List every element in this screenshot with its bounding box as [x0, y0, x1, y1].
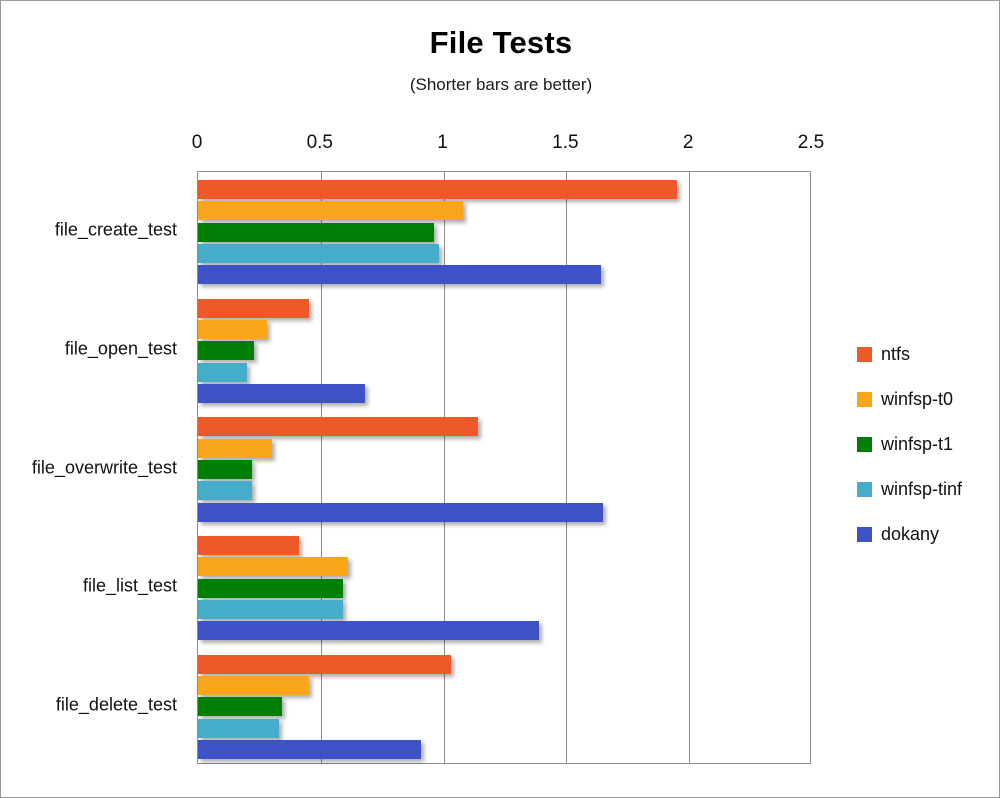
gridline-3 — [566, 172, 567, 763]
bar-winfsp-tinf-file_create_test — [198, 244, 439, 264]
bar-ntfs-file_create_test — [198, 180, 677, 200]
bar-winfsp-tinf-file_list_test — [198, 599, 343, 619]
bar-ntfs-file_open_test — [198, 298, 309, 318]
chart-legend: ntfs winfsp-t0 winfsp-t1 winfsp-tinf dokany — [857, 337, 997, 562]
legend-item-winfsp-t1[interactable]: winfsp-t1 — [857, 427, 997, 461]
bar-dokany-file_open_test — [198, 384, 365, 404]
bar-winfsp-t0-file_overwrite_test — [198, 438, 272, 458]
legend-label-winfsp-t0: winfsp-t0 — [881, 388, 954, 409]
legend-label-winfsp-t1: winfsp-t1 — [881, 433, 954, 454]
legend-label-ntfs: ntfs — [881, 343, 911, 364]
y-axis-label-file_list_test: file_list_test — [82, 575, 177, 596]
bar-series-layer — [198, 172, 810, 763]
bar-winfsp-t1-file_open_test — [198, 341, 255, 361]
bar-dokany-file_create_test — [198, 265, 601, 285]
bar-dokany-file_list_test — [198, 621, 540, 641]
legend-label-winfsp-tinf: winfsp-tinf — [881, 478, 963, 499]
gridline-1 — [321, 172, 322, 763]
bar-winfsp-t1-file_create_test — [198, 222, 434, 242]
bar-winfsp-t1-file_list_test — [198, 578, 343, 598]
gridlines — [198, 172, 810, 763]
legend-label-dokany: dokany — [881, 523, 940, 544]
x-axis-tick-0: 0 — [191, 132, 203, 153]
bar-winfsp-t0-file_list_test — [198, 557, 348, 577]
legend-item-ntfs[interactable]: ntfs — [857, 337, 997, 371]
plot-area — [197, 171, 811, 764]
legend-item-dokany[interactable]: dokany — [857, 517, 997, 551]
bar-winfsp-tinf-file_delete_test — [198, 718, 280, 738]
bar-ntfs-file_list_test — [198, 535, 299, 555]
gridline-4 — [689, 172, 690, 763]
gridline-2 — [444, 172, 445, 763]
bar-ntfs-file_delete_test — [198, 654, 451, 674]
bar-winfsp-t0-file_create_test — [198, 201, 464, 221]
legend-swatch-winfsp-t1 — [857, 436, 872, 452]
x-axis-tick-2: 1 — [437, 132, 448, 153]
y-axis-category-labels: file_create_test file_open_test file_overw… — [1, 171, 191, 764]
legend-item-winfsp-t0[interactable]: winfsp-t0 — [857, 382, 997, 416]
bar-winfsp-tinf-file_open_test — [198, 362, 248, 382]
bar-winfsp-t0-file_open_test — [198, 320, 267, 340]
legend-swatch-winfsp-t0 — [857, 391, 872, 407]
chart-title: File Tests — [429, 25, 573, 60]
bar-winfsp-t1-file_delete_test — [198, 697, 282, 717]
legend-swatch-dokany — [857, 526, 872, 542]
bar-dokany-file_delete_test — [198, 739, 422, 759]
bar-dokany-file_overwrite_test — [198, 502, 604, 522]
legend-swatch-ntfs — [857, 346, 872, 362]
x-axis-tick-1: 0.5 — [306, 132, 334, 153]
bar-ntfs-file_overwrite_test — [198, 417, 478, 437]
legend-item-winfsp-tinf[interactable]: winfsp-tinf — [857, 472, 997, 506]
chart-subtitle: (Shorter bars are better) — [409, 75, 593, 94]
y-axis-label-file_open_test: file_open_test — [64, 338, 177, 359]
x-axis-tick-5: 2.5 — [797, 132, 825, 153]
bar-winfsp-tinf-file_overwrite_test — [198, 481, 253, 501]
y-axis-label-file_overwrite_test: file_overwrite_test — [31, 457, 177, 477]
bar-winfsp-t1-file_overwrite_test — [198, 460, 253, 479]
legend-swatch-winfsp-tinf — [857, 481, 872, 497]
y-axis-label-file_create_test: file_create_test — [54, 219, 177, 240]
x-axis-tick-3: 1.5 — [552, 132, 579, 153]
bar-winfsp-t0-file_delete_test — [198, 675, 309, 695]
y-axis-label-file_delete_test: file_delete_test — [55, 694, 177, 715]
x-axis-tick-labels: 0 0.5 1 1.5 2 2.5 — [1, 132, 999, 162]
x-axis-tick-4: 2 — [682, 132, 694, 153]
